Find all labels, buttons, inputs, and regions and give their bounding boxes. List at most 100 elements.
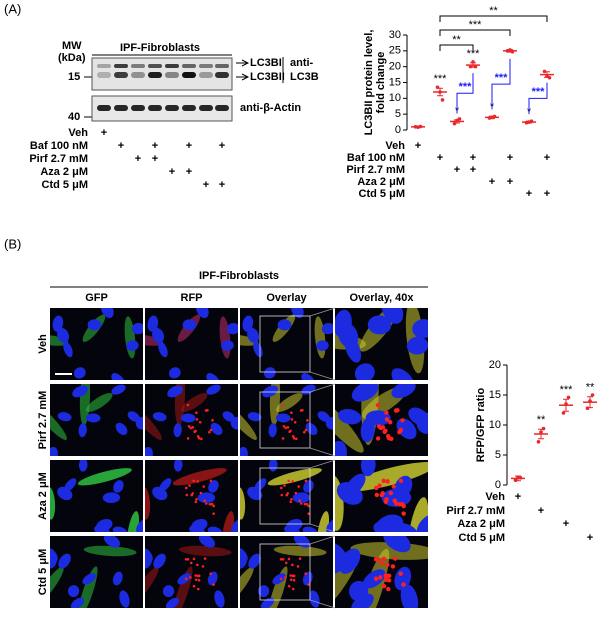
- micrograph: [335, 536, 428, 608]
- puncta: [296, 565, 300, 568]
- error-bar: [544, 71, 550, 78]
- micrograph: [335, 460, 428, 532]
- nucleus: [316, 340, 329, 351]
- nucleus: [240, 446, 248, 456]
- treatment-mark: +: [587, 532, 593, 544]
- band-lc3bi: [215, 64, 229, 68]
- nucleus: [50, 555, 57, 569]
- band-actin: [148, 105, 162, 111]
- row-label: Pirf 2.7 mM: [37, 391, 49, 450]
- cell: [145, 566, 159, 604]
- inset-lines: [309, 383, 336, 457]
- puncta: [301, 408, 304, 412]
- blot-title: IPF-Fibroblasts: [120, 42, 200, 54]
- band-label: LC3BI: [250, 57, 282, 69]
- puncta: [390, 564, 396, 569]
- puncta: [212, 583, 215, 586]
- puncta: [194, 578, 198, 582]
- puncta: [286, 492, 290, 495]
- puncta: [375, 402, 381, 408]
- nucleus: [303, 480, 314, 493]
- puncta: [203, 499, 206, 502]
- cell: [145, 403, 162, 440]
- nucleus: [381, 308, 404, 324]
- cell: [178, 545, 232, 557]
- band-actin: [97, 105, 111, 111]
- y-tick-label: 5: [495, 449, 501, 461]
- nucleus: [180, 413, 196, 423]
- puncta: [307, 504, 311, 508]
- comparison-bracket: [456, 73, 474, 114]
- treatment-label: Aza 2 μM: [457, 518, 505, 530]
- puncta: [380, 491, 385, 496]
- puncta: [381, 478, 386, 484]
- row-label: Ctd 5 μM: [37, 549, 49, 595]
- puncta: [383, 499, 389, 505]
- nucleus: [317, 411, 330, 422]
- treatment-mark: +: [454, 164, 460, 176]
- cell: [79, 384, 91, 426]
- treatment-mark: +: [538, 505, 544, 517]
- nucleus: [335, 550, 347, 574]
- micrograph: [50, 536, 143, 608]
- puncta: [284, 576, 287, 579]
- puncta: [206, 408, 209, 412]
- puncta: [307, 583, 310, 586]
- treatment-mark: +: [219, 140, 225, 152]
- nucleus: [375, 514, 404, 532]
- cell: [267, 468, 322, 486]
- puncta: [291, 563, 294, 567]
- puncta: [383, 577, 389, 582]
- puncta: [290, 411, 293, 415]
- band-actin: [131, 105, 145, 111]
- puncta: [379, 560, 384, 566]
- treatment-mark: +: [169, 166, 175, 178]
- puncta: [184, 557, 188, 561]
- data-point: [585, 406, 590, 411]
- y-tick-label: 25: [389, 45, 401, 57]
- puncta: [209, 572, 213, 575]
- puncta: [304, 479, 308, 483]
- puncta: [304, 428, 308, 432]
- nucleus: [63, 341, 73, 358]
- puncta: [386, 573, 392, 579]
- comparison-label: **: [452, 34, 461, 46]
- nucleus: [111, 384, 126, 395]
- y-tick-label: 30: [389, 29, 401, 41]
- treatment-mark: +: [544, 152, 550, 164]
- cell: [86, 393, 113, 412]
- treatment-mark: +: [415, 140, 421, 152]
- inset-box: [259, 391, 311, 449]
- cell: [50, 566, 64, 604]
- puncta: [392, 498, 397, 503]
- mw-label: (kDa): [58, 52, 86, 64]
- treatment-label: Pirf 2.7 mM: [29, 153, 88, 165]
- data-point: [541, 426, 546, 431]
- puncta: [297, 485, 301, 488]
- nucleus: [64, 478, 77, 492]
- nucleus: [263, 367, 276, 379]
- nucleus: [247, 327, 260, 343]
- nucleus: [58, 553, 71, 569]
- puncta: [184, 486, 188, 490]
- nucleus: [335, 440, 347, 456]
- error-bar: [437, 87, 443, 97]
- band-lc3bii: [182, 72, 196, 78]
- band-actin: [215, 105, 229, 111]
- treatment-mark: +: [515, 491, 521, 503]
- nucleus: [292, 492, 311, 504]
- comparison-label: **: [489, 5, 498, 17]
- treatment-label: Pirf 2.7 mM: [346, 164, 405, 176]
- treatment-label: Aza 2 μM: [40, 166, 88, 178]
- nucleus: [112, 571, 123, 586]
- data-point: [566, 395, 571, 400]
- error-bar: [538, 428, 544, 440]
- nucleus: [70, 597, 85, 608]
- puncta: [398, 427, 404, 433]
- puncta: [193, 430, 196, 434]
- y-tick-label: 20: [389, 61, 401, 73]
- band-lc3bii: [114, 72, 128, 78]
- puncta: [192, 584, 196, 588]
- nucleus: [131, 323, 143, 335]
- nucleus: [147, 315, 159, 332]
